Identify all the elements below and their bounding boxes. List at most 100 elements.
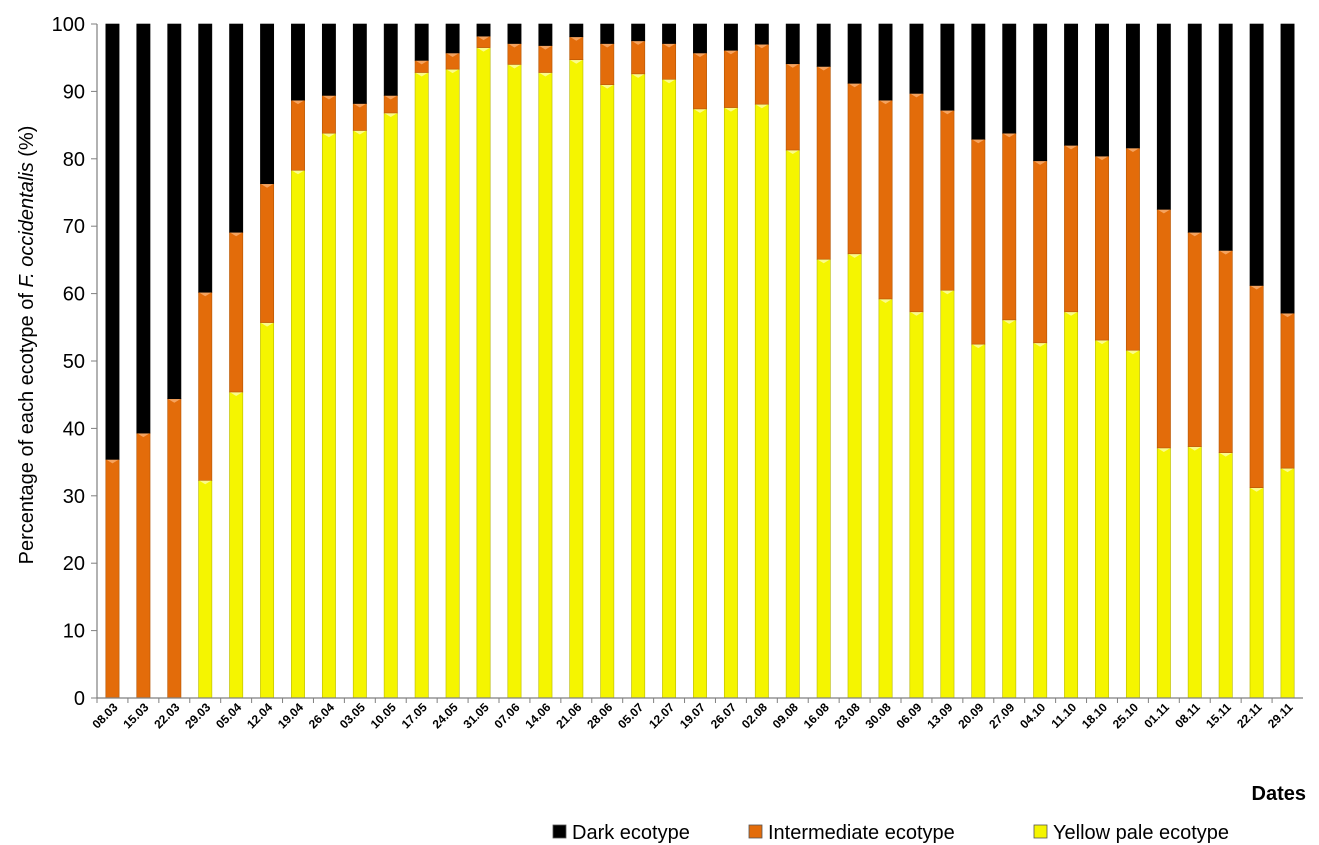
bar-segment-intermediate-ecotype-28-06: [600, 43, 615, 85]
bar-segment-cap-17-05: [415, 72, 429, 77]
bar-segment-cap-29-03: [198, 292, 212, 297]
x-tick-label: 18.10: [1079, 700, 1110, 731]
bar-segment-cap-26-07: [724, 107, 738, 112]
x-tick-label: 26.04: [306, 700, 337, 731]
bar-segment-cap-07-06: [507, 64, 522, 69]
bar-segment-cap-30-08: [878, 298, 893, 303]
bar-segment-dark-ecotype-30-08: [878, 23, 893, 101]
x-tick-label: 12.04: [244, 700, 275, 731]
bar-segment-dark-ecotype-18-10: [1095, 23, 1109, 157]
bar-segment-dark-ecotype-19-07: [693, 23, 707, 54]
bar-segment-cap-13-09: [940, 110, 955, 115]
bar-segment-intermediate-ecotype-19-07: [693, 52, 707, 110]
bar-segment-dark-ecotype-22-03: [167, 23, 182, 400]
bar-segment-cap-23-08: [847, 83, 862, 88]
bar-segment-dark-ecotype-07-06: [507, 23, 522, 44]
bar-segment-cap-28-06: [600, 43, 614, 48]
bar-segment-dark-ecotype-17-05: [414, 23, 429, 61]
x-tick-label: 08.03: [89, 700, 120, 731]
x-tick-label: 27.09: [986, 700, 1017, 731]
bar-segment-cap-09-08: [786, 63, 800, 68]
bar-segment-yellow-pale-ecotype-05-07: [631, 73, 646, 699]
x-axis-title: Dates: [1252, 783, 1306, 805]
bar-segment-cap-19-07: [693, 108, 707, 113]
bar-segment-intermediate-ecotype-15-11: [1218, 250, 1233, 453]
x-tick-label: 05.07: [615, 700, 646, 731]
bar-segment-cap-11-10: [1064, 145, 1078, 150]
bar-segment-intermediate-ecotype-26-04: [321, 95, 336, 134]
x-tick-label: 17.05: [399, 700, 430, 731]
bar-segment-cap-09-08: [786, 150, 800, 155]
y-tick-label: 80: [63, 149, 85, 171]
x-tick-label: 29.03: [182, 700, 213, 731]
bar-segment-dark-ecotype-09-08: [785, 23, 800, 65]
bar-segment-yellow-pale-ecotype-25-10: [1125, 349, 1140, 699]
bar-segment-intermediate-ecotype-22-11: [1249, 285, 1264, 489]
x-tick-label: 08.11: [1172, 700, 1203, 731]
bar-segment-cap-04-10: [1033, 160, 1047, 165]
bar-segment-intermediate-ecotype-16-08: [816, 66, 831, 260]
y-tick-label: 0: [74, 688, 85, 710]
x-tick-label: 06.09: [893, 700, 924, 731]
legend-swatch-dark-ecotype: [552, 824, 567, 839]
bar-segment-dark-ecotype-11-10: [1064, 23, 1079, 146]
legend-swatch-intermediate-ecotype: [748, 824, 763, 839]
y-tick-label: 20: [63, 553, 85, 575]
bar-segment-yellow-pale-ecotype-20-09: [971, 343, 986, 699]
bar-segment-dark-ecotype-06-09: [909, 23, 924, 94]
bar-segment-cap-24-05: [445, 69, 460, 74]
bar-segment-cap-26-04: [322, 133, 336, 138]
bar-segment-cap-20-09: [971, 139, 985, 144]
bar-segment-yellow-pale-ecotype-21-06: [569, 59, 584, 699]
bar-segment-cap-22-11: [1249, 487, 1264, 492]
y-tick-label: 50: [63, 351, 85, 373]
y-axis-title-prefix: Percentage of each ecotype of: [16, 288, 38, 565]
x-tick-label: 04.10: [1017, 700, 1048, 731]
bar-segment-dark-ecotype-25-10: [1125, 23, 1140, 149]
bar-segment-cap-12-07: [662, 43, 676, 48]
x-tick-label: 07.06: [491, 700, 522, 731]
bar-segment-cap-10-05: [384, 112, 398, 117]
bar-segment-intermediate-ecotype-14-06: [538, 45, 553, 73]
bar-segment-cap-30-08: [878, 100, 893, 105]
bar-segment-intermediate-ecotype-19-04: [291, 99, 305, 171]
bar-segment-dark-ecotype-12-07: [662, 23, 677, 44]
bar-segment-intermediate-ecotype-02-08: [754, 43, 769, 105]
bar-segment-cap-27-09: [1002, 319, 1016, 324]
bar-segment-dark-ecotype-26-04: [321, 23, 336, 96]
bar-segment-dark-ecotype-01-11: [1156, 23, 1171, 210]
bar-segment-cap-02-08: [755, 104, 769, 109]
bar-segment-cap-31-05: [476, 36, 491, 41]
bar-segment-cap-21-06: [569, 36, 583, 41]
y-tick-label: 10: [63, 621, 85, 643]
bar-segment-yellow-pale-ecotype-13-09: [940, 289, 955, 699]
bar-segment-cap-03-05: [353, 103, 367, 108]
bar-segment-intermediate-ecotype-11-10: [1064, 145, 1079, 313]
bar-segment-cap-14-06: [538, 45, 553, 50]
bar-segment-dark-ecotype-29-03: [198, 23, 213, 293]
bar-segment-intermediate-ecotype-12-07: [662, 43, 677, 80]
bar-segment-cap-25-10: [1126, 350, 1140, 355]
x-tick-label: 23.08: [832, 700, 863, 731]
bar-segment-intermediate-ecotype-25-10: [1125, 147, 1140, 351]
bar-segment-dark-ecotype-20-09: [971, 23, 986, 140]
y-tick-label: 30: [63, 486, 85, 508]
bar-segment-dark-ecotype-24-05: [445, 23, 460, 54]
y-axis-title-italic: F. occidentalis: [16, 162, 38, 287]
legend-label-intermediate-ecotype: Intermediate ecotype: [768, 822, 955, 844]
x-tick-label: 16.08: [801, 700, 832, 731]
bar-segment-dark-ecotype-10-05: [383, 23, 398, 96]
x-tick-label: 05.04: [213, 700, 244, 731]
bar-segment-cap-06-09: [909, 93, 924, 98]
bar-segment-yellow-pale-ecotype-02-08: [754, 103, 769, 699]
x-tick-label: 15.03: [120, 700, 151, 731]
bar-segment-intermediate-ecotype-04-10: [1033, 160, 1048, 344]
x-tick-label: 24.05: [430, 700, 461, 731]
bar-segment-intermediate-ecotype-05-04: [229, 231, 244, 393]
bar-segment-intermediate-ecotype-01-11: [1156, 209, 1171, 449]
y-tick-label: 60: [63, 284, 85, 306]
bar-segment-cap-17-05: [415, 60, 429, 65]
x-axis-tick-labels: 08.03 15.03 22.03 29.03 05.04 12.04 19.04 26.04…: [89, 698, 1296, 731]
bar-segment-cap-22-03: [167, 398, 181, 403]
